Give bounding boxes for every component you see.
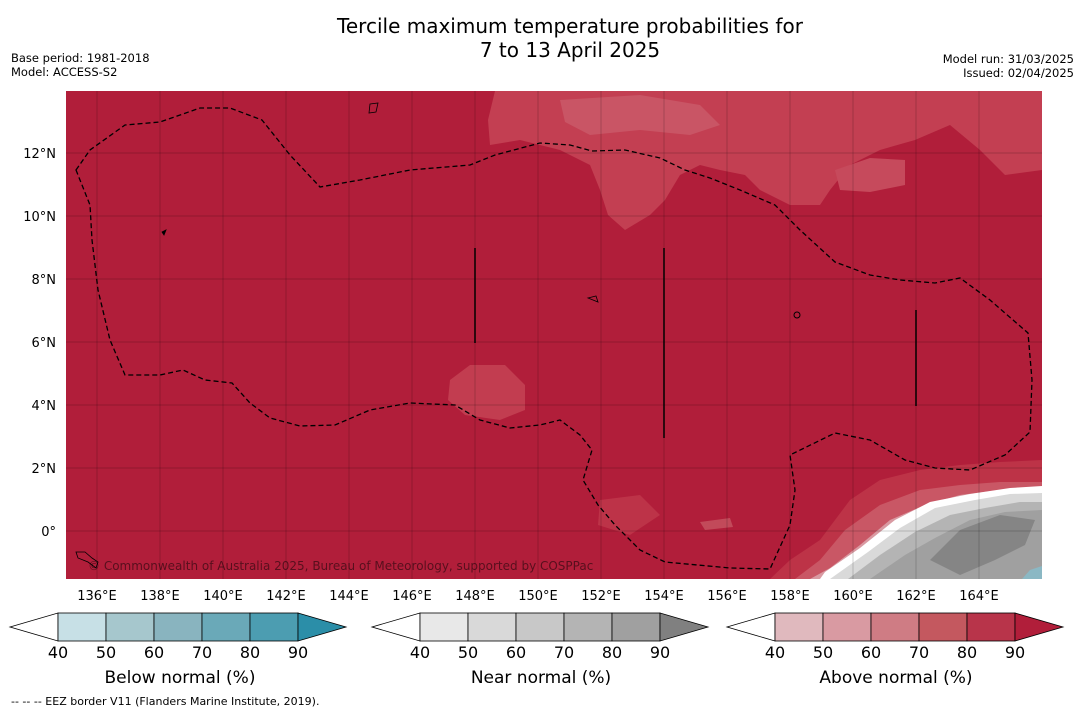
meta-right: Model run: 31/03/2025 Issued: 02/04/2025 [943, 52, 1074, 80]
colorbar-segment [774, 612, 824, 642]
colorbar-tick: 80 [602, 643, 622, 662]
model-name: Model: ACCESS-S2 [11, 65, 118, 79]
colorbar-min-arrow [725, 612, 776, 642]
colorbar-tick: 90 [650, 643, 670, 662]
colorbar-tick: 60 [506, 643, 526, 662]
lat-label: 0° [41, 525, 56, 540]
colorbar-segment [563, 612, 613, 642]
colorbar-tick: 80 [240, 643, 260, 662]
lat-label: 10°N [23, 210, 56, 225]
meta-left: Base period: 1981-2018 Model: ACCESS-S2 [11, 51, 150, 79]
lon-label: 146°E [392, 589, 432, 604]
colorbar-1: 40 50 60 70 80 90 [370, 612, 710, 662]
colorbar-segment [249, 612, 299, 642]
colorbar-min-arrow [8, 612, 59, 642]
lon-label: 152°E [581, 589, 621, 604]
colorbar-segment [515, 612, 565, 642]
lon-label: 138°E [140, 589, 180, 604]
patch-mid [448, 365, 525, 420]
sector-se-blue [1022, 566, 1042, 579]
colorbar-max-arrow [659, 612, 710, 642]
colorbar-2: 40 50 60 70 80 90 [725, 612, 1065, 662]
colorbar-segment [57, 612, 107, 642]
lat-label: 6°N [32, 336, 57, 351]
lon-label: 140°E [203, 589, 243, 604]
lon-label: 162°E [896, 589, 936, 604]
base-period: Base period: 1981-2018 [11, 51, 150, 65]
colorbar-tick: 90 [288, 643, 308, 662]
colorbar-tick: 70 [192, 643, 212, 662]
colorbar-segment [105, 612, 155, 642]
colorbar-max-arrow [297, 612, 348, 642]
title-line-1: Tercile maximum temperature probabilitie… [337, 14, 803, 38]
colorbars: 40 50 60 70 80 90 40 50 60 70 80 90 40 50 60 70 80 90 [8, 612, 1065, 662]
above-normal-label: Above normal (%) [819, 668, 973, 688]
colorbar-segment [966, 612, 1016, 642]
lon-label: 160°E [833, 589, 873, 604]
model-run: Model run: 31/03/2025 [942, 52, 1074, 66]
map-title: Tercile maximum temperature probabilitie… [0, 14, 1085, 62]
colorbar-tick: 40 [765, 643, 785, 662]
colorbar-segment [467, 612, 517, 642]
lon-label: 144°E [329, 589, 369, 604]
title-line-2: 7 to 13 April 2025 [479, 38, 661, 62]
near-normal-label: Near normal (%) [470, 668, 612, 688]
copyright-note: © Commonwealth of Australia 2025, Bureau… [88, 559, 593, 573]
colorbar-segment [419, 612, 469, 642]
colorbar-tick: 80 [957, 643, 977, 662]
colorbar-segment [153, 612, 203, 642]
lon-label: 154°E [644, 589, 684, 604]
colorbar-segment [611, 612, 661, 642]
colorbar-tick: 50 [813, 643, 833, 662]
lat-label: 4°N [32, 399, 57, 414]
colorbar-tick: 60 [144, 643, 164, 662]
colorbar-tick: 60 [861, 643, 881, 662]
colorbar-0: 40 50 60 70 80 90 [8, 612, 348, 662]
lon-label: 148°E [455, 589, 495, 604]
lon-label: 164°E [959, 589, 999, 604]
eez-border [75, 107, 1033, 570]
colorbar-tick: 90 [1005, 643, 1025, 662]
longitude-labels: 136°E 138°E 140°E 142°E 144°E 146°E 148°E 150°E… [77, 589, 999, 604]
lon-label: 136°E [77, 589, 117, 604]
patch-north-3 [560, 95, 720, 135]
colorbar-segment [918, 612, 968, 642]
colorbar-tick: 50 [96, 643, 116, 662]
colorbar-segment [201, 612, 251, 642]
issued-date: Issued: 02/04/2025 [963, 66, 1074, 80]
lat-label: 2°N [32, 462, 57, 477]
sector-se-gray4 [930, 515, 1035, 575]
lon-label: 156°E [707, 589, 747, 604]
lon-label: 150°E [518, 589, 558, 604]
latitude-labels: 12°N 10°N 8°N 6°N 4°N 2°N 0° [23, 147, 56, 540]
colorbar-tick: 70 [554, 643, 574, 662]
colorbar-tick: 40 [410, 643, 430, 662]
colorbar-segment [870, 612, 920, 642]
map-panel: © Commonwealth of Australia 2025, Bureau… [66, 91, 1042, 579]
patch-south-2 [700, 518, 733, 530]
colorbar-tick: 70 [909, 643, 929, 662]
lat-label: 8°N [32, 273, 57, 288]
lon-label: 142°E [266, 589, 306, 604]
patch-north-2 [835, 158, 905, 192]
colorbar-tick: 50 [458, 643, 478, 662]
patch-south [598, 495, 660, 535]
colorbar-max-arrow [1014, 612, 1065, 642]
lon-label: 158°E [770, 589, 810, 604]
colorbar-min-arrow [370, 612, 421, 642]
below-normal-label: Below normal (%) [104, 668, 256, 688]
colorbar-tick: 40 [48, 643, 68, 662]
eez-footnote: -- -- -- EEZ border V11 (Flanders Marine… [11, 695, 320, 708]
islands [75, 102, 917, 569]
colorbar-segment [822, 612, 872, 642]
lat-label: 12°N [23, 147, 56, 162]
